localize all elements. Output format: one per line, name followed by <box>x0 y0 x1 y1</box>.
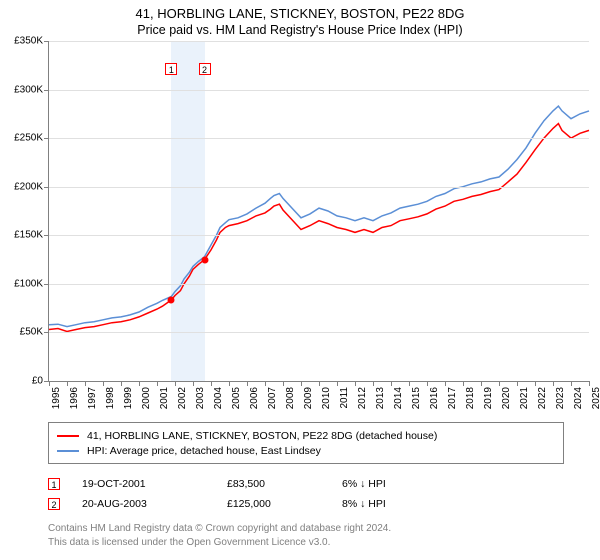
x-axis-label: 2025 <box>591 387 600 409</box>
y-axis-label: £50K <box>20 327 43 338</box>
sales-row-diff: 6% ↓ HPI <box>342 478 386 490</box>
series-line-hpi <box>49 106 589 327</box>
gridline-y <box>49 284 589 285</box>
footer-line2: This data is licensed under the Open Gov… <box>48 536 564 550</box>
sale-dot <box>168 296 175 303</box>
sale-marker-box: 1 <box>165 63 177 75</box>
legend-swatch <box>57 435 79 437</box>
sales-row-marker: 2 <box>48 498 60 510</box>
legend-swatch <box>57 450 79 452</box>
sales-row-marker: 1 <box>48 478 60 490</box>
legend-label: HPI: Average price, detached house, East… <box>87 445 321 457</box>
y-axis-label: £350K <box>14 36 43 47</box>
sales-row: 2 20-AUG-2003£125,0008% ↓ HPI <box>48 494 564 514</box>
y-axis-label: £0 <box>32 376 43 387</box>
footer-line1: Contains HM Land Registry data © Crown c… <box>48 522 564 536</box>
legend-item: 41, HORBLING LANE, STICKNEY, BOSTON, PE2… <box>57 428 555 443</box>
chart-title: 41, HORBLING LANE, STICKNEY, BOSTON, PE2… <box>0 6 600 21</box>
sales-row: 1 19-OCT-2001£83,5006% ↓ HPI <box>48 474 564 494</box>
legend-item: HPI: Average price, detached house, East… <box>57 443 555 458</box>
chart-area: 12 £0£50K£100K£150K£200K£250K£300K£350K1… <box>0 41 600 416</box>
sales-row-price: £83,500 <box>227 478 342 490</box>
chart-container: 41, HORBLING LANE, STICKNEY, BOSTON, PE2… <box>0 0 600 549</box>
legend-box: 41, HORBLING LANE, STICKNEY, BOSTON, PE2… <box>48 422 564 464</box>
gridline-y <box>49 138 589 139</box>
footer: Contains HM Land Registry data © Crown c… <box>48 522 564 549</box>
y-axis-label: £300K <box>14 84 43 95</box>
gridline-y <box>49 41 589 42</box>
sales-table: 1 19-OCT-2001£83,5006% ↓ HPI 2 20-AUG-2003£… <box>48 474 564 514</box>
title-block: 41, HORBLING LANE, STICKNEY, BOSTON, PE2… <box>0 0 600 37</box>
gridline-y <box>49 235 589 236</box>
sales-row-date: 19-OCT-2001 <box>82 478 227 490</box>
sales-row-price: £125,000 <box>227 498 342 510</box>
gridline-y <box>49 332 589 333</box>
gridline-y <box>49 90 589 91</box>
y-axis-label: £100K <box>14 278 43 289</box>
legend-block: 41, HORBLING LANE, STICKNEY, BOSTON, PE2… <box>48 422 564 514</box>
series-line-property <box>49 124 589 332</box>
sale-dot <box>201 256 208 263</box>
legend-label: 41, HORBLING LANE, STICKNEY, BOSTON, PE2… <box>87 430 437 442</box>
y-axis-label: £250K <box>14 133 43 144</box>
sales-row-diff: 8% ↓ HPI <box>342 498 386 510</box>
y-axis-label: £200K <box>14 181 43 192</box>
y-axis-label: £150K <box>14 230 43 241</box>
gridline-y <box>49 187 589 188</box>
sale-marker-box: 2 <box>199 63 211 75</box>
line-svg <box>49 41 589 381</box>
sales-row-date: 20-AUG-2003 <box>82 498 227 510</box>
chart-subtitle: Price paid vs. HM Land Registry's House … <box>0 23 600 37</box>
plot-region: 12 <box>48 41 589 382</box>
